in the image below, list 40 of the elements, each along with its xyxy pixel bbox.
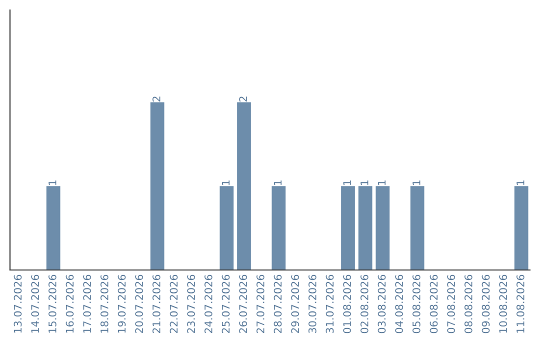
x-tick-label: 22.07.2026 — [170, 274, 178, 334]
x-tick-label: 02.08.2026 — [360, 274, 368, 334]
data-label: 2 — [239, 96, 247, 102]
x-tick-label: 25.07.2026 — [222, 274, 230, 334]
x-tick-label: 13.07.2026 — [14, 274, 22, 333]
x-tick-label: 04.08.2026 — [395, 274, 404, 334]
x-tick-label: 15.07.2026 — [48, 274, 56, 333]
x-tick-label: 23.07.2026 — [187, 274, 196, 334]
x-tick-label: 03.08.2026 — [378, 274, 386, 334]
x-tick-label: 27.07.2026 — [256, 274, 264, 334]
x-tick-label: 24.07.2026 — [204, 274, 212, 334]
x-tick-label: 29.07.2026 — [291, 274, 300, 334]
data-label: 1 — [274, 180, 282, 185]
x-tick-label: 20.07.2026 — [135, 274, 144, 334]
x-tick-label: 01.08.2026 — [343, 274, 352, 334]
x-tick-label: 30.07.2026 — [308, 274, 316, 334]
data-label: 1 — [48, 180, 56, 185]
x-tick-label: 05.08.2026 — [412, 274, 420, 334]
x-tick-label: 28.07.2026 — [274, 274, 282, 334]
data-label: 1 — [360, 180, 368, 185]
x-tick-label: 10.08.2026 — [499, 274, 508, 333]
x-tick-label: 07.08.2026 — [447, 274, 456, 334]
x-tick-label: 21.07.2026 — [152, 274, 160, 334]
x-tick-label: 26.07.2026 — [239, 274, 248, 334]
x-tick-label: 08.08.2026 — [464, 274, 472, 334]
data-label: 1 — [516, 180, 524, 185]
data-label: 1 — [378, 180, 386, 185]
x-tick-label: 17.07.2026 — [83, 274, 92, 333]
x-tick-label: 18.07.2026 — [100, 274, 108, 333]
x-tick-label: 14.07.2026 — [31, 274, 40, 333]
x-tick-label: 11.08.2026 — [516, 274, 524, 333]
data-label: 1 — [222, 180, 230, 185]
data-label: 1 — [412, 180, 420, 185]
x-tick-label: 06.08.2026 — [430, 274, 438, 334]
x-tick-label: 31.07.2026 — [326, 274, 334, 334]
x-tick-label: 09.08.2026 — [482, 274, 490, 334]
data-label: 1 — [343, 180, 351, 185]
x-tick-label: 19.07.2026 — [118, 274, 126, 333]
data-label: 2 — [152, 96, 160, 102]
x-tick-label: 16.07.2026 — [66, 274, 74, 333]
